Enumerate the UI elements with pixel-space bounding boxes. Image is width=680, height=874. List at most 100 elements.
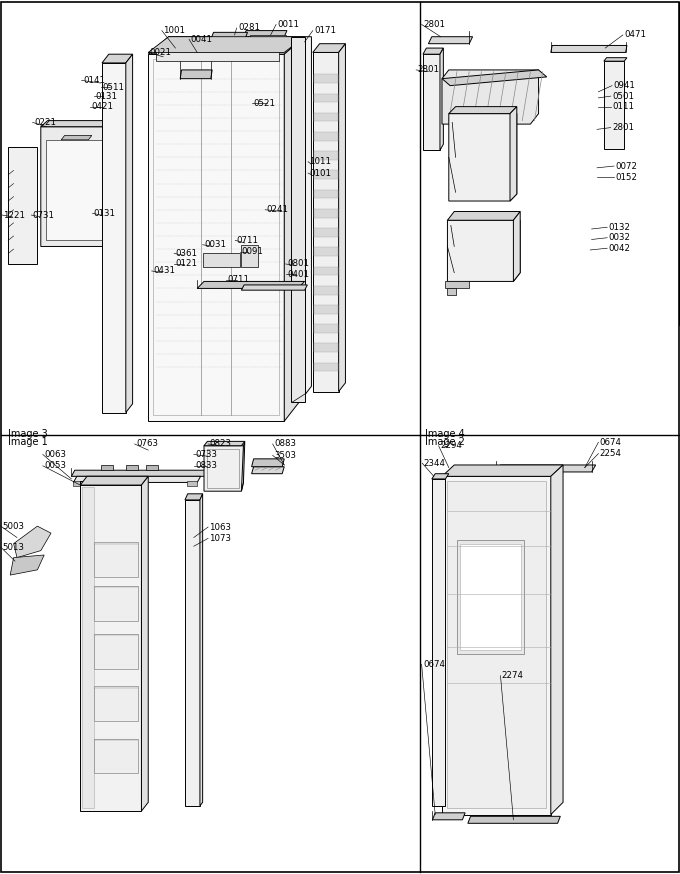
Text: Image 1: Image 1 bbox=[8, 437, 48, 447]
Polygon shape bbox=[41, 127, 112, 246]
Text: 0711: 0711 bbox=[228, 275, 250, 284]
Circle shape bbox=[105, 464, 109, 469]
Polygon shape bbox=[513, 212, 520, 281]
Text: 0733: 0733 bbox=[195, 450, 217, 459]
Polygon shape bbox=[339, 44, 345, 392]
Polygon shape bbox=[8, 147, 37, 264]
Polygon shape bbox=[468, 816, 560, 823]
Polygon shape bbox=[442, 70, 547, 86]
Polygon shape bbox=[432, 479, 445, 806]
Polygon shape bbox=[41, 121, 112, 127]
Bar bbox=[314, 151, 338, 160]
Polygon shape bbox=[291, 37, 305, 402]
Text: 1063: 1063 bbox=[209, 523, 231, 531]
Bar bbox=[314, 363, 338, 371]
Bar bbox=[156, 52, 279, 61]
Text: 3503: 3503 bbox=[274, 451, 296, 460]
Polygon shape bbox=[496, 465, 596, 472]
Text: 1073: 1073 bbox=[209, 534, 231, 543]
Text: 0241: 0241 bbox=[267, 205, 288, 214]
Text: Image 3: Image 3 bbox=[8, 429, 48, 439]
Text: 0032: 0032 bbox=[609, 233, 630, 242]
Text: 0072: 0072 bbox=[615, 162, 637, 170]
Bar bbox=[447, 288, 456, 295]
Polygon shape bbox=[73, 476, 201, 482]
Bar bbox=[314, 74, 338, 83]
Polygon shape bbox=[551, 465, 563, 815]
Text: 2801: 2801 bbox=[418, 66, 439, 74]
Polygon shape bbox=[449, 107, 517, 114]
Polygon shape bbox=[10, 555, 44, 575]
Bar bbox=[94, 634, 138, 669]
Polygon shape bbox=[243, 31, 287, 37]
Polygon shape bbox=[252, 459, 284, 467]
Text: Image 4: Image 4 bbox=[425, 429, 464, 439]
Polygon shape bbox=[284, 37, 305, 421]
Polygon shape bbox=[169, 37, 311, 395]
Polygon shape bbox=[80, 485, 141, 811]
Text: 0501: 0501 bbox=[612, 92, 634, 101]
Polygon shape bbox=[80, 481, 101, 489]
Polygon shape bbox=[126, 465, 138, 470]
Bar bbox=[314, 132, 338, 141]
Text: 0674: 0674 bbox=[423, 660, 445, 669]
Text: 0111: 0111 bbox=[612, 102, 634, 111]
Bar bbox=[314, 228, 338, 237]
Polygon shape bbox=[250, 35, 286, 48]
Text: 0941: 0941 bbox=[613, 81, 635, 90]
Polygon shape bbox=[432, 474, 449, 479]
Text: 0131: 0131 bbox=[94, 209, 116, 218]
Text: 0091: 0091 bbox=[241, 247, 263, 256]
Polygon shape bbox=[141, 476, 148, 811]
Text: 0141: 0141 bbox=[83, 76, 105, 85]
Bar bbox=[460, 544, 521, 650]
Text: 0031: 0031 bbox=[204, 240, 226, 249]
Bar bbox=[314, 286, 338, 295]
Polygon shape bbox=[449, 114, 517, 201]
Polygon shape bbox=[442, 70, 539, 124]
Polygon shape bbox=[204, 446, 243, 491]
Text: 0063: 0063 bbox=[44, 450, 66, 459]
Polygon shape bbox=[102, 54, 133, 63]
Bar bbox=[447, 481, 546, 808]
Text: 0041: 0041 bbox=[190, 35, 212, 44]
Text: 2801: 2801 bbox=[612, 123, 634, 132]
Text: 0281: 0281 bbox=[238, 24, 260, 32]
Bar bbox=[420, 2, 679, 325]
Bar bbox=[314, 209, 338, 218]
Text: 1221: 1221 bbox=[3, 211, 25, 219]
Polygon shape bbox=[447, 212, 520, 220]
Polygon shape bbox=[442, 465, 563, 476]
Polygon shape bbox=[105, 127, 112, 246]
Text: 0421: 0421 bbox=[92, 102, 114, 111]
Bar bbox=[314, 305, 338, 314]
Text: 0021: 0021 bbox=[150, 48, 171, 57]
Polygon shape bbox=[313, 44, 345, 52]
Polygon shape bbox=[14, 526, 51, 558]
Polygon shape bbox=[447, 220, 520, 281]
Text: 0711: 0711 bbox=[237, 236, 258, 245]
Text: 0883: 0883 bbox=[274, 440, 296, 448]
Bar bbox=[46, 140, 104, 240]
Bar bbox=[203, 253, 240, 267]
Polygon shape bbox=[211, 32, 248, 39]
Text: 0833: 0833 bbox=[195, 461, 217, 470]
Polygon shape bbox=[604, 58, 627, 61]
Text: 0152: 0152 bbox=[615, 173, 637, 182]
Text: 0521: 0521 bbox=[253, 99, 275, 108]
Bar bbox=[314, 324, 338, 333]
Text: 1011: 1011 bbox=[309, 157, 331, 166]
Text: 0511: 0511 bbox=[102, 83, 124, 92]
Bar bbox=[314, 94, 338, 102]
Bar bbox=[314, 190, 338, 198]
Polygon shape bbox=[428, 37, 473, 44]
Text: 2254: 2254 bbox=[600, 449, 622, 458]
Bar bbox=[445, 281, 469, 288]
Text: 5013: 5013 bbox=[2, 543, 24, 551]
Text: 1001: 1001 bbox=[163, 26, 185, 35]
Text: 0674: 0674 bbox=[600, 438, 622, 447]
Bar bbox=[314, 170, 338, 179]
Text: 2294: 2294 bbox=[440, 441, 462, 450]
Text: 0132: 0132 bbox=[609, 223, 630, 232]
Polygon shape bbox=[204, 441, 245, 446]
